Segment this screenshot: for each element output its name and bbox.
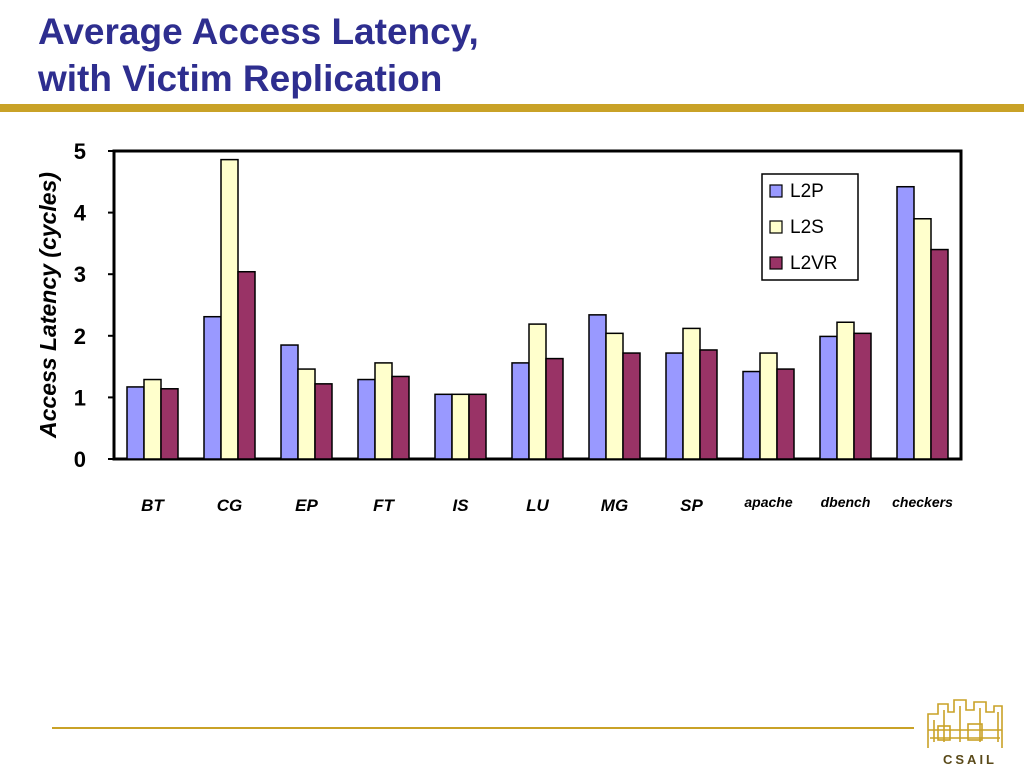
bar-l2p-is [434,393,453,460]
legend-swatch-l2s [769,220,783,234]
bar-l2vr-ep [314,383,333,460]
bar-l2p-dbench [819,335,838,460]
csail-logo: CSAIL [927,699,1003,767]
legend-swatch-l2p [769,184,783,198]
bar-l2s-lu [528,323,547,460]
bar-l2s-checkers [913,218,932,460]
bar-l2vr-bt [160,388,179,460]
bar-l2p-checkers [896,185,915,460]
x-tick-label-ep: EP [295,496,318,515]
bar-l2p-sp [665,352,684,460]
bar-l2vr-checkers [930,248,949,460]
slide-title-line-2: with Victim Replication [38,58,443,99]
x-tick-label-is: IS [452,496,469,515]
bar-l2s-is [451,393,470,460]
y-tick-label: 4 [74,201,87,226]
legend-label-l2s: L2S [790,217,824,238]
bar-l2p-bt [126,386,145,460]
y-tick-label: 2 [74,324,86,349]
bar-l2vr-sp [699,349,718,460]
slide-title: Average Access Latency, with Victim Repl… [38,8,479,102]
bar-l2vr-mg [622,352,641,460]
bar-l2vr-ft [391,375,410,460]
slide-title-line-1: Average Access Latency, [38,11,479,52]
x-tick-label-bt: BT [141,496,165,515]
legend-label-l2p: L2P [790,181,824,202]
y-tick-label: 5 [74,139,86,164]
bar-l2s-mg [605,332,624,460]
y-tick-label: 0 [74,447,86,472]
bar-l2s-bt [143,378,162,460]
bar-l2s-dbench [836,321,855,460]
bar-l2p-cg [203,315,222,460]
y-tick-label: 3 [74,262,86,287]
bar-l2vr-cg [237,270,256,460]
bar-l2s-apache [759,352,778,460]
x-tick-label-dbench: dbench [821,494,871,510]
bar-l2p-ep [280,344,299,460]
x-tick-label-ft: FT [373,496,395,515]
x-tick-label-sp: SP [680,496,703,515]
y-axis-title: Access Latency (cycles) [35,172,61,439]
bar-l2p-lu [511,362,530,460]
x-tick-label-apache: apache [744,494,792,510]
bar-l2vr-dbench [853,332,872,460]
bar-l2s-ft [374,362,393,460]
bar-l2s-cg [220,158,239,460]
bar-l2s-sp [682,327,701,460]
bar-l2p-mg [588,314,607,460]
footer-divider [52,727,914,729]
bar-chart: 0 1 2 3 4 5 Access Latency (cycles) BT CG EP FT IS L… [35,139,963,515]
bar-l2vr-is [468,393,487,460]
x-tick-label-cg: CG [217,496,243,515]
x-tick-label-checkers: checkers [892,494,953,510]
title-divider [0,104,1024,112]
legend-label-l2vr: L2VR [790,253,838,274]
bar-l2p-apache [742,370,761,460]
x-tick-label-lu: LU [526,496,549,515]
legend-swatch-l2vr [769,256,783,270]
bar-l2vr-lu [545,357,564,460]
bar-l2p-ft [357,378,376,460]
bar-l2s-ep [297,368,316,460]
bar-l2vr-apache [776,368,795,460]
x-tick-label-mg: MG [601,496,628,515]
y-tick-label: 1 [74,385,86,410]
logo-text: CSAIL [943,752,997,767]
